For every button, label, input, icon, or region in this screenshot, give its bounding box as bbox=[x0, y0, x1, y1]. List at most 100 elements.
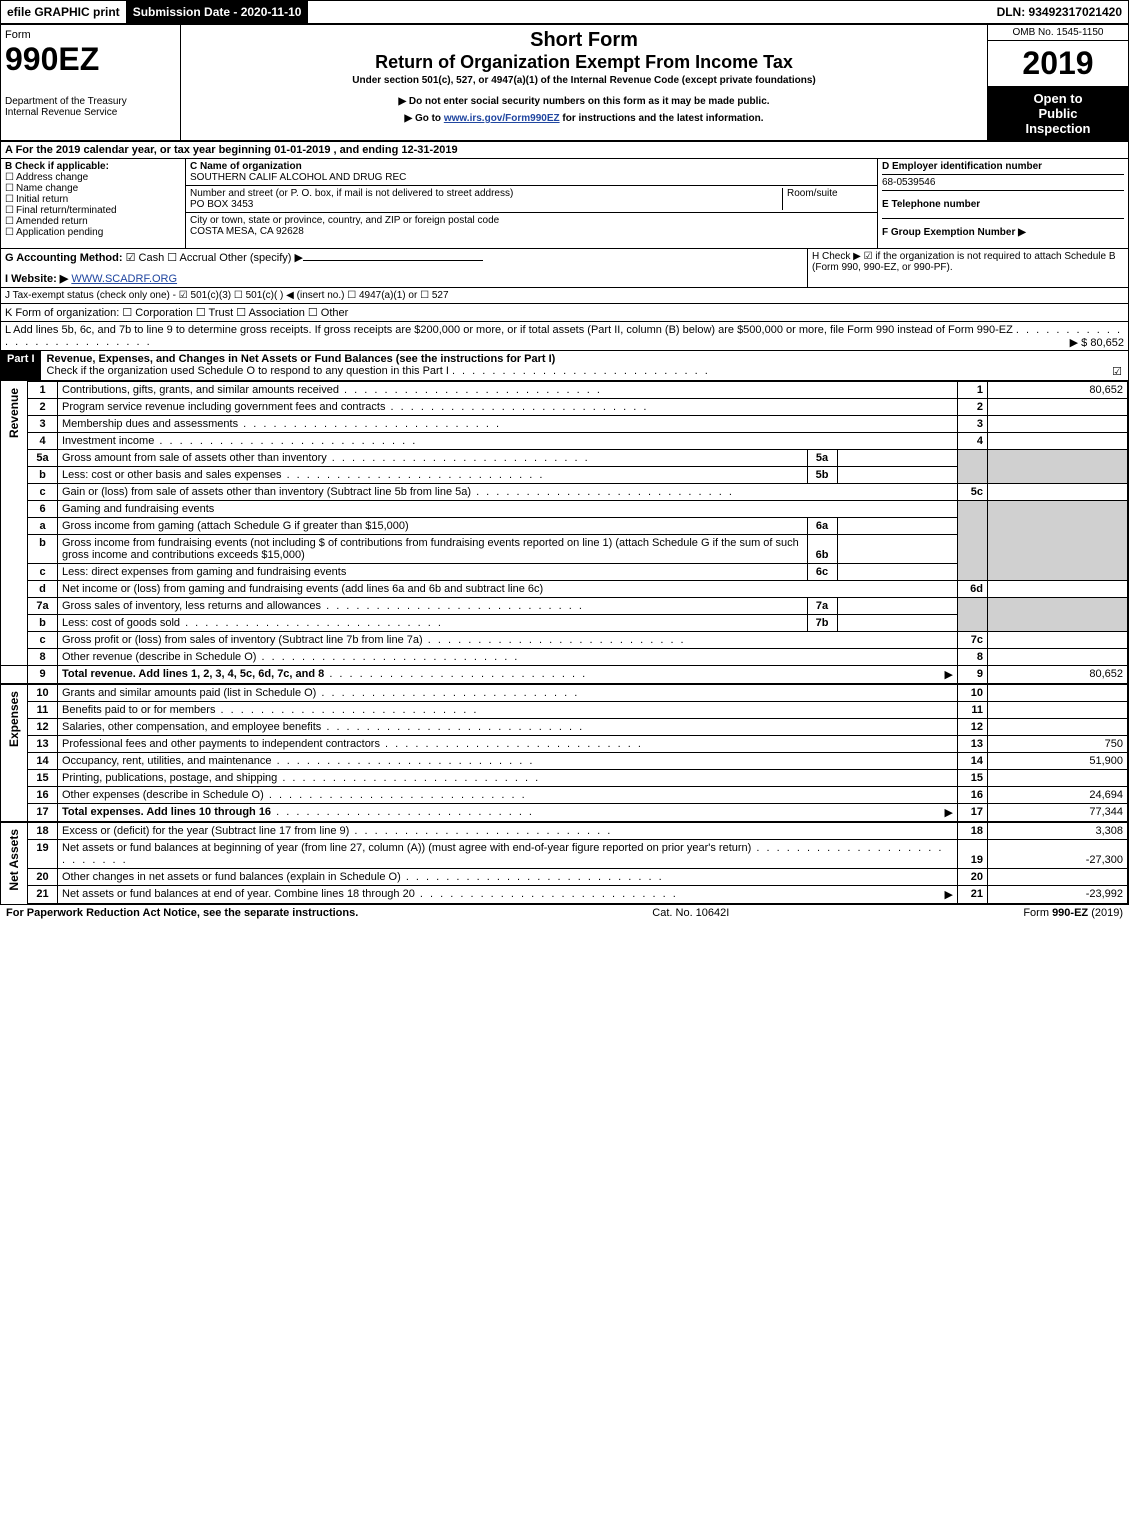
room-suite-lbl: Room/suite bbox=[783, 188, 873, 210]
r8-rn: 8 bbox=[958, 649, 988, 666]
side-revenue: Revenue bbox=[5, 384, 23, 442]
r13-desc: Professional fees and other payments to … bbox=[58, 736, 958, 753]
r7b-num: b bbox=[28, 615, 58, 632]
r6d-amt bbox=[988, 581, 1128, 598]
r6c-desc: Less: direct expenses from gaming and fu… bbox=[58, 564, 958, 581]
box-b-title: B Check if applicable: bbox=[5, 161, 181, 172]
r5c-rn: 5c bbox=[958, 484, 988, 501]
r5a-num: 5a bbox=[28, 450, 58, 467]
open3: Inspection bbox=[992, 121, 1124, 136]
r19-num: 19 bbox=[28, 840, 58, 869]
row-5a: 5a Gross amount from sale of assets othe… bbox=[1, 450, 1128, 467]
instructions-link[interactable]: www.irs.gov/Form990EZ bbox=[444, 113, 560, 124]
side-netassets: Net Assets bbox=[5, 825, 23, 895]
part-i-check[interactable]: ☑ bbox=[1112, 365, 1122, 378]
r7c-amt bbox=[988, 632, 1128, 649]
title-return: Return of Organization Exempt From Incom… bbox=[185, 52, 983, 73]
r1-desc: Contributions, gifts, grants, and simila… bbox=[58, 382, 958, 399]
r6c-num: c bbox=[28, 564, 58, 581]
box-b: B Check if applicable: ☐ Address change … bbox=[1, 159, 186, 248]
chk-application-pending[interactable]: ☐ Application pending bbox=[5, 227, 181, 238]
org-name: SOUTHERN CALIF ALCOHOL AND DRUG REC bbox=[190, 172, 406, 183]
r12-rn: 12 bbox=[958, 719, 988, 736]
r4-desc: Investment income bbox=[58, 433, 958, 450]
r6c-box: 6c bbox=[807, 564, 837, 580]
r19-amt: -27,300 bbox=[988, 840, 1128, 869]
part-i-check-note: Check if the organization used Schedule … bbox=[47, 365, 449, 377]
r4-num: 4 bbox=[28, 433, 58, 450]
r1-num: 1 bbox=[28, 382, 58, 399]
r7c-desc: Gross profit or (loss) from sales of inv… bbox=[58, 632, 958, 649]
r20-amt bbox=[988, 869, 1128, 886]
form-number: 990EZ bbox=[5, 41, 176, 78]
submission-date-button[interactable]: Submission Date - 2020-11-10 bbox=[127, 1, 309, 23]
r10-amt bbox=[988, 684, 1128, 702]
r15-desc: Printing, publications, postage, and shi… bbox=[58, 770, 958, 787]
website-link[interactable]: WWW.SCADRF.ORG bbox=[71, 273, 177, 285]
r5c-num: c bbox=[28, 484, 58, 501]
c-city-lbl: City or town, state or province, country… bbox=[190, 215, 499, 226]
chk-final-return[interactable]: ☐ Final return/terminated bbox=[5, 205, 181, 216]
note-goto-post: for instructions and the latest informat… bbox=[562, 113, 763, 124]
r18-rn: 18 bbox=[958, 822, 988, 840]
r7a-box: 7a bbox=[807, 598, 837, 614]
r7a-num: 7a bbox=[28, 598, 58, 615]
row-13: 13 Professional fees and other payments … bbox=[1, 736, 1128, 753]
r5c-amt bbox=[988, 484, 1128, 501]
box-e-lbl: E Telephone number bbox=[882, 191, 1124, 219]
tax-year: 2019 bbox=[988, 41, 1128, 87]
org-addr-row: Number and street (or P. O. box, if mail… bbox=[186, 186, 877, 213]
header-right: OMB No. 1545-1150 2019 Open to Public In… bbox=[988, 25, 1128, 140]
r5c-desc: Gain or (loss) from sale of assets other… bbox=[58, 484, 958, 501]
r9-desc: Total revenue. Add lines 1, 2, 3, 4, 5c,… bbox=[58, 666, 958, 685]
chk-amended-return[interactable]: ☐ Amended return bbox=[5, 216, 181, 227]
r7b-box: 7b bbox=[807, 615, 837, 631]
box-f-lbl: F Group Exemption Number ▶ bbox=[882, 219, 1124, 246]
r6b-desc: Gross income from fundraising events (no… bbox=[58, 535, 958, 564]
r16-num: 16 bbox=[28, 787, 58, 804]
r6b-num: b bbox=[28, 535, 58, 564]
r2-desc: Program service revenue including govern… bbox=[58, 399, 958, 416]
r2-rn: 2 bbox=[958, 399, 988, 416]
r21-num: 21 bbox=[28, 886, 58, 904]
gh-row: G Accounting Method: ☑ Cash ☐ Accrual Ot… bbox=[1, 249, 1128, 288]
efile-print-label[interactable]: efile GRAPHIC print bbox=[1, 1, 127, 23]
r21-arrow: ▶ bbox=[945, 888, 953, 901]
line-l-text: L Add lines 5b, 6c, and 7b to line 9 to … bbox=[5, 324, 1013, 336]
row-9: 9 Total revenue. Add lines 1, 2, 3, 4, 5… bbox=[1, 666, 1128, 685]
r5ab-shade-amt bbox=[988, 450, 1128, 484]
r16-amt: 24,694 bbox=[988, 787, 1128, 804]
r19-desc: Net assets or fund balances at beginning… bbox=[58, 840, 958, 869]
r4-rn: 4 bbox=[958, 433, 988, 450]
r11-num: 11 bbox=[28, 702, 58, 719]
r7ab-shade-amt bbox=[988, 598, 1128, 632]
r6-num: 6 bbox=[28, 501, 58, 518]
r5ab-shade-rn bbox=[958, 450, 988, 484]
footer-mid: Cat. No. 10642I bbox=[652, 907, 729, 919]
r9-arrow: ▶ bbox=[945, 668, 953, 681]
page-footer: For Paperwork Reduction Act Notice, see … bbox=[0, 905, 1129, 921]
r12-desc: Salaries, other compensation, and employ… bbox=[58, 719, 958, 736]
row-11: 11 Benefits paid to or for members 11 bbox=[1, 702, 1128, 719]
r21-rn: 21 bbox=[958, 886, 988, 904]
row-17: 17 Total expenses. Add lines 10 through … bbox=[1, 804, 1128, 823]
r6d-num: d bbox=[28, 581, 58, 598]
r7ab-shade-rn bbox=[958, 598, 988, 632]
chk-address-change[interactable]: ☐ Address change bbox=[5, 172, 181, 183]
r5a-box: 5a bbox=[807, 450, 837, 466]
r17-num: 17 bbox=[28, 804, 58, 823]
r18-num: 18 bbox=[28, 822, 58, 840]
r6b-box: 6b bbox=[807, 535, 837, 563]
chk-initial-return[interactable]: ☐ Initial return bbox=[5, 194, 181, 205]
row-8: 8 Other revenue (describe in Schedule O)… bbox=[1, 649, 1128, 666]
header-left: Form 990EZ Department of the Treasury In… bbox=[1, 25, 181, 140]
row-6: 6 Gaming and fundraising events bbox=[1, 501, 1128, 518]
part-i-table: Revenue 1 Contributions, gifts, grants, … bbox=[1, 381, 1128, 904]
chk-name-change[interactable]: ☐ Name change bbox=[5, 183, 181, 194]
footer-right: Form 990-EZ (2019) bbox=[1023, 907, 1123, 919]
note-goto-pre: ▶ Go to bbox=[404, 113, 443, 124]
r3-desc: Membership dues and assessments bbox=[58, 416, 958, 433]
topbar-spacer bbox=[308, 1, 990, 23]
part-i-strip: Part I bbox=[1, 351, 41, 380]
r10-desc: Grants and similar amounts paid (list in… bbox=[58, 684, 958, 702]
